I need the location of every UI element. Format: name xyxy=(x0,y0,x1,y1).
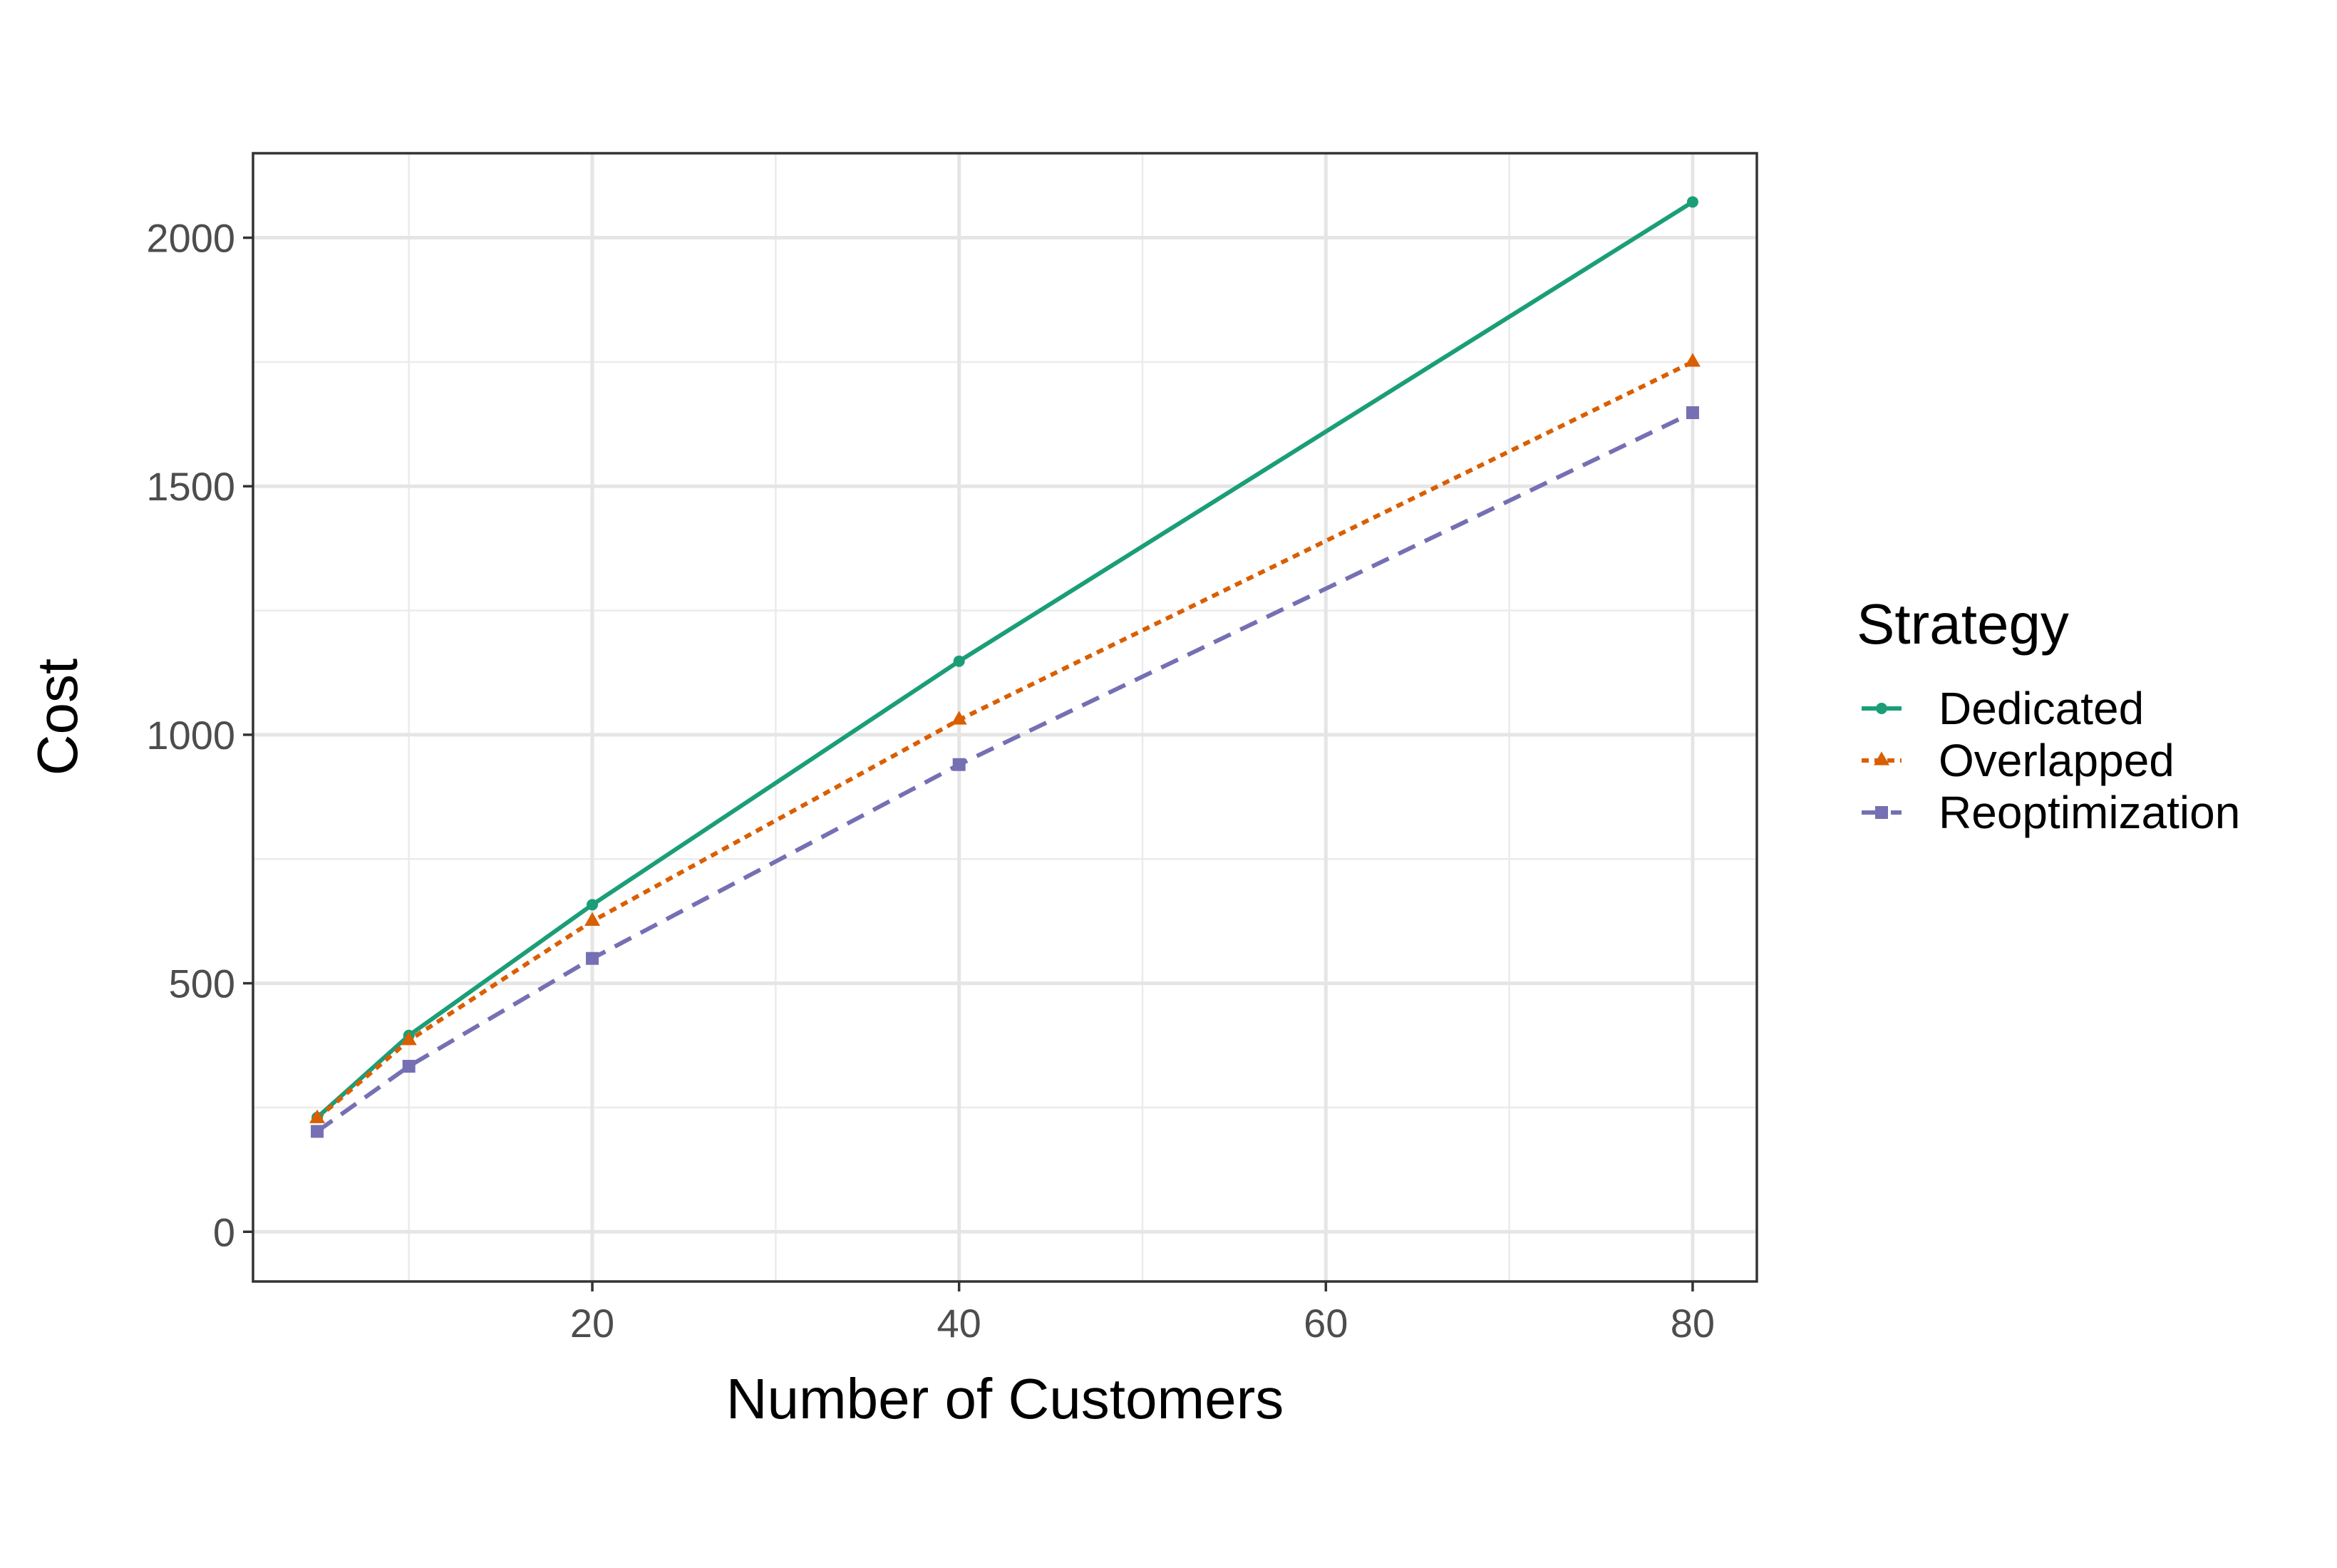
x-tick-label: 80 xyxy=(1671,1301,1715,1346)
series-markers xyxy=(309,196,1701,1138)
x-axis-title: Number of Customers xyxy=(726,1367,1284,1430)
y-tick-labels: 0 500 1000 1500 2000 xyxy=(146,216,235,1255)
legend-label-overlapped: Overlapped xyxy=(1939,735,2175,786)
data-point-dedicated xyxy=(587,899,599,911)
axis-ticks xyxy=(243,236,1694,1291)
legend-key-marker-overlapped xyxy=(1874,751,1889,765)
data-point-overlapped xyxy=(951,711,967,725)
y-axis-title: Cost xyxy=(26,659,89,776)
legend-label-reoptimization: Reoptimization xyxy=(1939,787,2240,838)
x-tick-label: 60 xyxy=(1304,1301,1348,1346)
data-point-dedicated xyxy=(953,655,965,667)
data-point-reoptimization xyxy=(402,1060,416,1073)
data-point-dedicated xyxy=(1686,196,1698,208)
legend-label-dedicated: Dedicated xyxy=(1939,683,2144,734)
x-tick-label: 20 xyxy=(570,1301,614,1346)
data-point-overlapped xyxy=(1684,353,1701,367)
data-point-reoptimization xyxy=(1686,406,1699,420)
x-tick-label: 40 xyxy=(937,1301,981,1346)
data-point-reoptimization xyxy=(586,951,599,965)
x-tick-labels: 20 40 60 80 xyxy=(570,1301,1715,1346)
legend-key-marker-dedicated xyxy=(1876,703,1887,714)
data-point-overlapped xyxy=(584,912,601,927)
legend-key-marker-reoptimization xyxy=(1875,806,1888,819)
y-tick-label: 1500 xyxy=(146,464,235,509)
legend-keys xyxy=(1862,703,1902,819)
y-tick-label: 0 xyxy=(213,1209,235,1254)
minor-gridlines xyxy=(253,153,1757,1281)
data-point-overlapped xyxy=(309,1109,326,1123)
data-point-overlapped xyxy=(401,1031,417,1046)
y-tick-label: 2000 xyxy=(146,216,235,261)
data-point-reoptimization xyxy=(311,1125,324,1138)
y-tick-label: 1000 xyxy=(146,713,235,758)
legend-title: Strategy xyxy=(1857,592,2069,656)
data-point-reoptimization xyxy=(952,758,966,771)
plot-panel-border xyxy=(252,152,1758,1283)
y-tick-label: 500 xyxy=(169,961,235,1006)
legend: Strategy DedicatedOverlappedReoptimizati… xyxy=(1857,592,2240,838)
